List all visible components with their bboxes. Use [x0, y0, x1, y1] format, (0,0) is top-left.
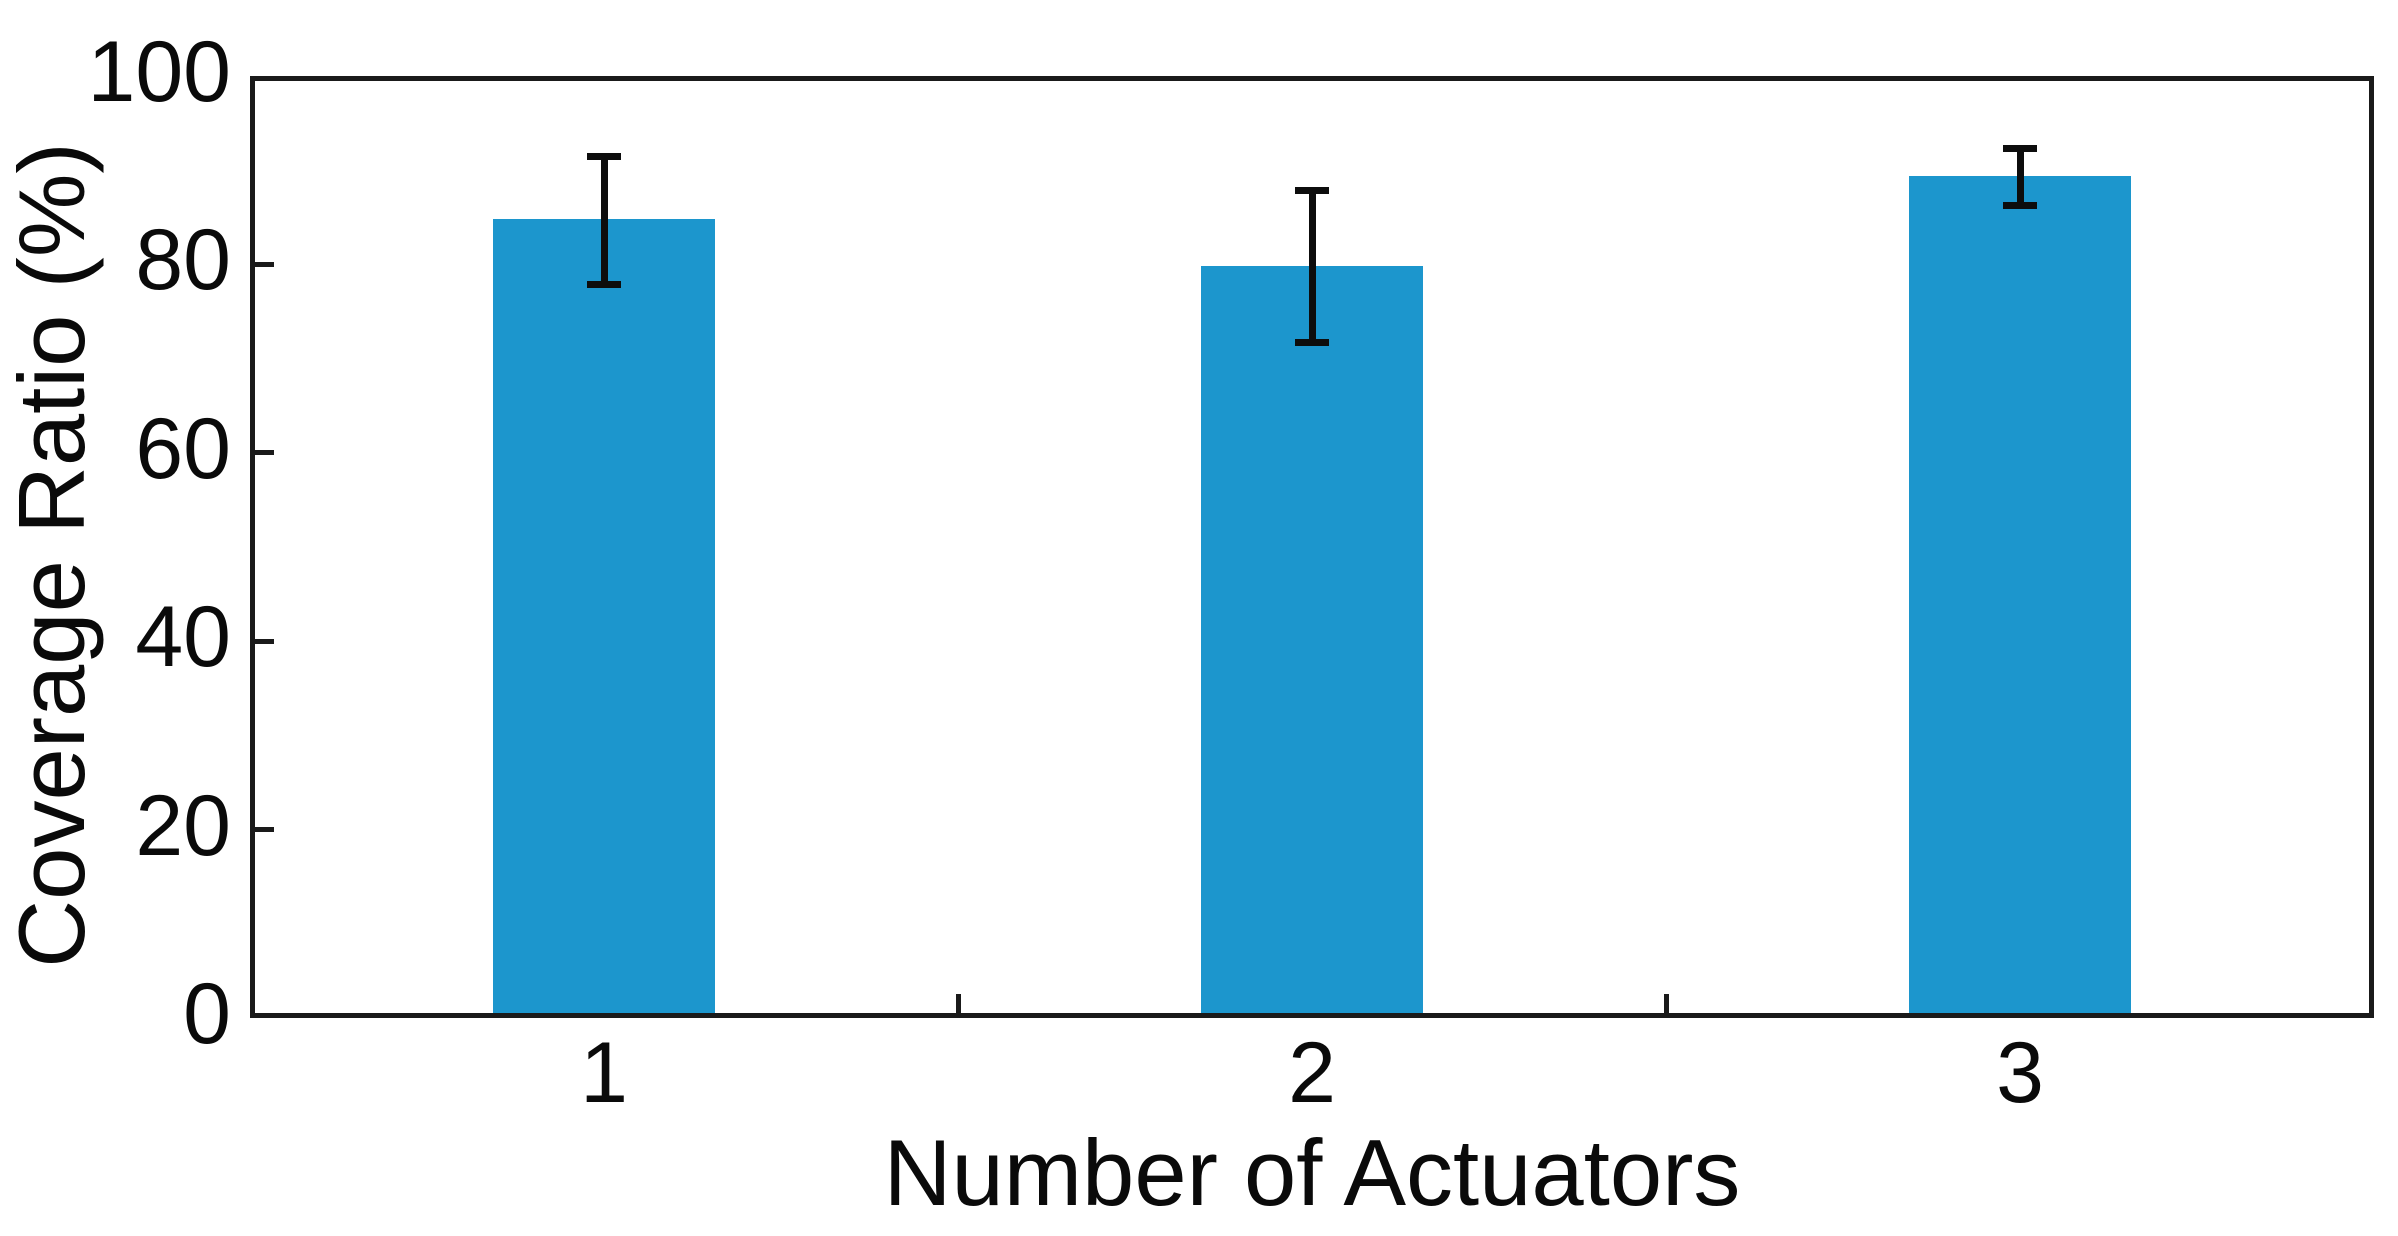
error-cap-bottom-1 — [587, 280, 621, 288]
y-tick-label-80: 80 — [135, 212, 231, 309]
error-bar-1 — [600, 156, 608, 285]
y-tick-60 — [255, 450, 274, 456]
y-tick-label-60: 60 — [135, 400, 231, 497]
y-tick-40 — [255, 638, 274, 644]
y-tick-label-0: 0 — [183, 966, 231, 1062]
error-bar-3 — [2016, 148, 2024, 206]
bar-2 — [1201, 266, 1423, 1018]
x-axis-label: Number of Actuators — [883, 1120, 1741, 1225]
error-cap-top-1 — [587, 152, 621, 160]
y-tick-label-100: 100 — [87, 24, 232, 120]
x-tick-label-3: 3 — [1996, 1025, 2044, 1121]
y-tick-80 — [255, 261, 274, 267]
error-cap-top-2 — [1295, 187, 1329, 195]
x-tick-2.5 — [1663, 994, 1669, 1013]
x-tick-label-2: 2 — [1288, 1025, 1336, 1121]
error-cap-top-3 — [2003, 145, 2037, 153]
x-tick-1.5 — [955, 994, 961, 1013]
plot-area — [250, 76, 2374, 1018]
y-tick-20 — [255, 827, 274, 833]
bar-3 — [1909, 175, 2131, 1018]
error-bar-2 — [1308, 190, 1316, 343]
x-tick-label-1: 1 — [580, 1025, 628, 1121]
y-tick-label-40: 40 — [135, 589, 231, 686]
bar-1 — [493, 219, 715, 1018]
error-cap-bottom-3 — [2003, 201, 2037, 209]
y-tick-label-20: 20 — [135, 777, 231, 874]
error-cap-bottom-2 — [1295, 339, 1329, 347]
